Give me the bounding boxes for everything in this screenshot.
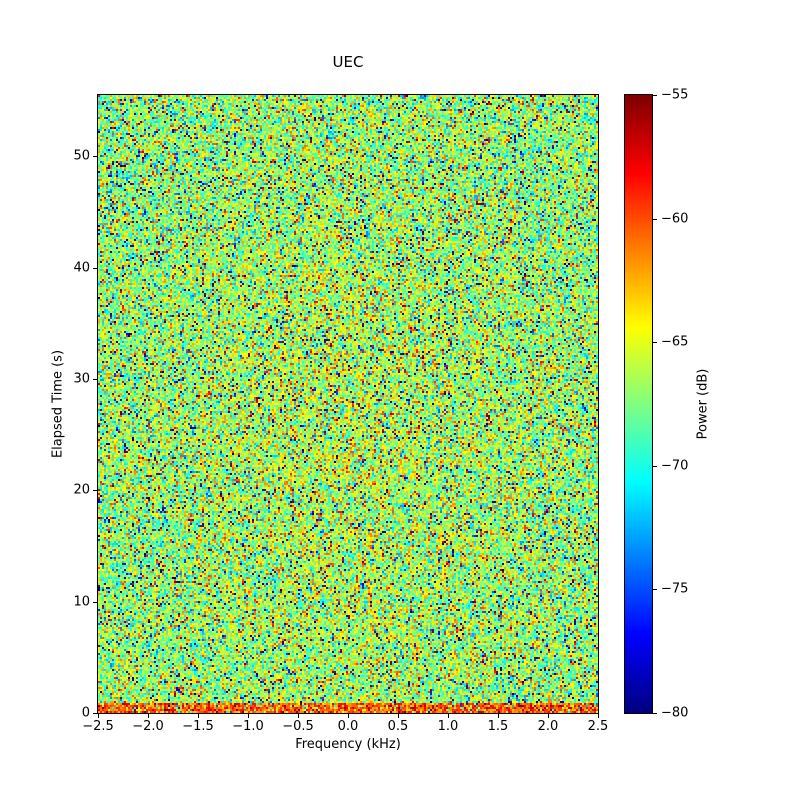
x-tick-mark xyxy=(248,714,249,718)
y-tick-label: 0 xyxy=(81,705,90,721)
x-tick-label: 0.0 xyxy=(337,719,359,734)
x-tick-mark xyxy=(598,714,599,718)
x-tick-label: 2.0 xyxy=(537,719,559,734)
y-tick-label: 10 xyxy=(73,594,90,610)
x-tick-label: −2.5 xyxy=(82,719,114,734)
y-tick-label: 30 xyxy=(73,371,90,387)
x-tick-mark xyxy=(348,714,349,718)
colorbar-label: Power (dB) xyxy=(695,368,711,440)
x-tick-mark xyxy=(298,714,299,718)
colorbar-tick-mark xyxy=(653,95,657,96)
x-tick-mark xyxy=(198,714,199,718)
x-tick-label: −0.5 xyxy=(282,719,314,734)
x-tick-mark xyxy=(548,714,549,718)
x-tick-label: −1.5 xyxy=(182,719,214,734)
y-tick-mark xyxy=(93,601,97,603)
x-tick-mark xyxy=(98,714,99,718)
y-tick-label: 20 xyxy=(73,482,90,498)
x-tick-label: −1.0 xyxy=(232,719,264,734)
colorbar xyxy=(624,94,653,714)
colorbar-tick-mark xyxy=(653,589,657,591)
x-axis-label: Frequency (kHz) xyxy=(295,737,401,752)
colorbar-tick-label: −60 xyxy=(661,211,689,227)
colorbar-tick-mark xyxy=(653,465,657,467)
x-tick-label: 1.5 xyxy=(487,719,509,734)
colorbar-tick-label: −80 xyxy=(661,705,689,721)
y-tick-label: 50 xyxy=(73,148,90,164)
y-tick-mark xyxy=(93,156,97,158)
colorbar-tick-mark xyxy=(653,218,657,220)
y-tick-mark xyxy=(93,267,97,269)
x-tick-mark xyxy=(148,714,149,718)
x-tick-label: 1.0 xyxy=(437,719,459,734)
y-tick-mark xyxy=(93,713,97,714)
colorbar-tick-mark xyxy=(653,342,657,344)
y-axis-label: Elapsed Time (s) xyxy=(50,349,66,459)
spectrogram-heatmap xyxy=(97,94,599,714)
x-tick-mark xyxy=(398,714,399,718)
colorbar-tick-mark xyxy=(653,713,657,714)
colorbar-tick-label: −70 xyxy=(661,458,689,474)
y-tick-mark xyxy=(93,378,97,380)
colorbar-tick-label: −75 xyxy=(661,581,689,597)
y-tick-mark xyxy=(93,490,97,492)
y-tick-label: 40 xyxy=(73,260,90,276)
x-tick-label: 0.5 xyxy=(387,719,409,734)
colorbar-tick-label: −55 xyxy=(661,87,689,103)
colorbar-tick-label: −65 xyxy=(661,334,689,350)
x-tick-label: 2.5 xyxy=(587,719,609,734)
x-tick-label: −2.0 xyxy=(132,719,164,734)
plot-title: UEC xyxy=(332,53,364,71)
x-tick-mark xyxy=(448,714,449,718)
x-tick-mark xyxy=(498,714,499,718)
